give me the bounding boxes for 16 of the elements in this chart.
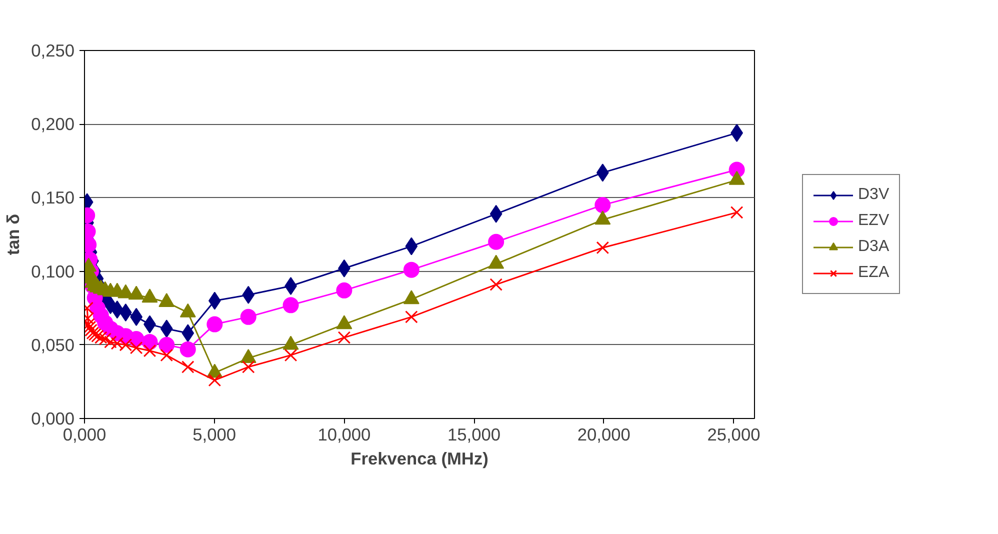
legend-label: D3A <box>858 238 890 256</box>
x-tick-label: 25,000 <box>707 424 760 444</box>
x-axis-title: Frekvenca (MHz) <box>350 448 488 468</box>
x-tick-label: 20,000 <box>577 424 630 444</box>
y-tick-label: 0,200 <box>31 114 75 134</box>
legend-label: EZV <box>858 212 890 230</box>
legend-label: EZA <box>858 264 890 282</box>
y-tick-label: 0,050 <box>31 334 75 355</box>
x-tick-label: 5,000 <box>192 424 236 444</box>
y-tick-label: 0,250 <box>31 40 75 60</box>
legend-label: D3V <box>858 186 890 204</box>
x-tick-label: 15,000 <box>448 424 501 444</box>
y-tick-label: 0,100 <box>31 261 75 282</box>
x-tick-label: 10,000 <box>318 424 371 444</box>
y-axis-title: tan δ <box>3 214 24 256</box>
y-tick-label: 0,150 <box>31 188 75 208</box>
